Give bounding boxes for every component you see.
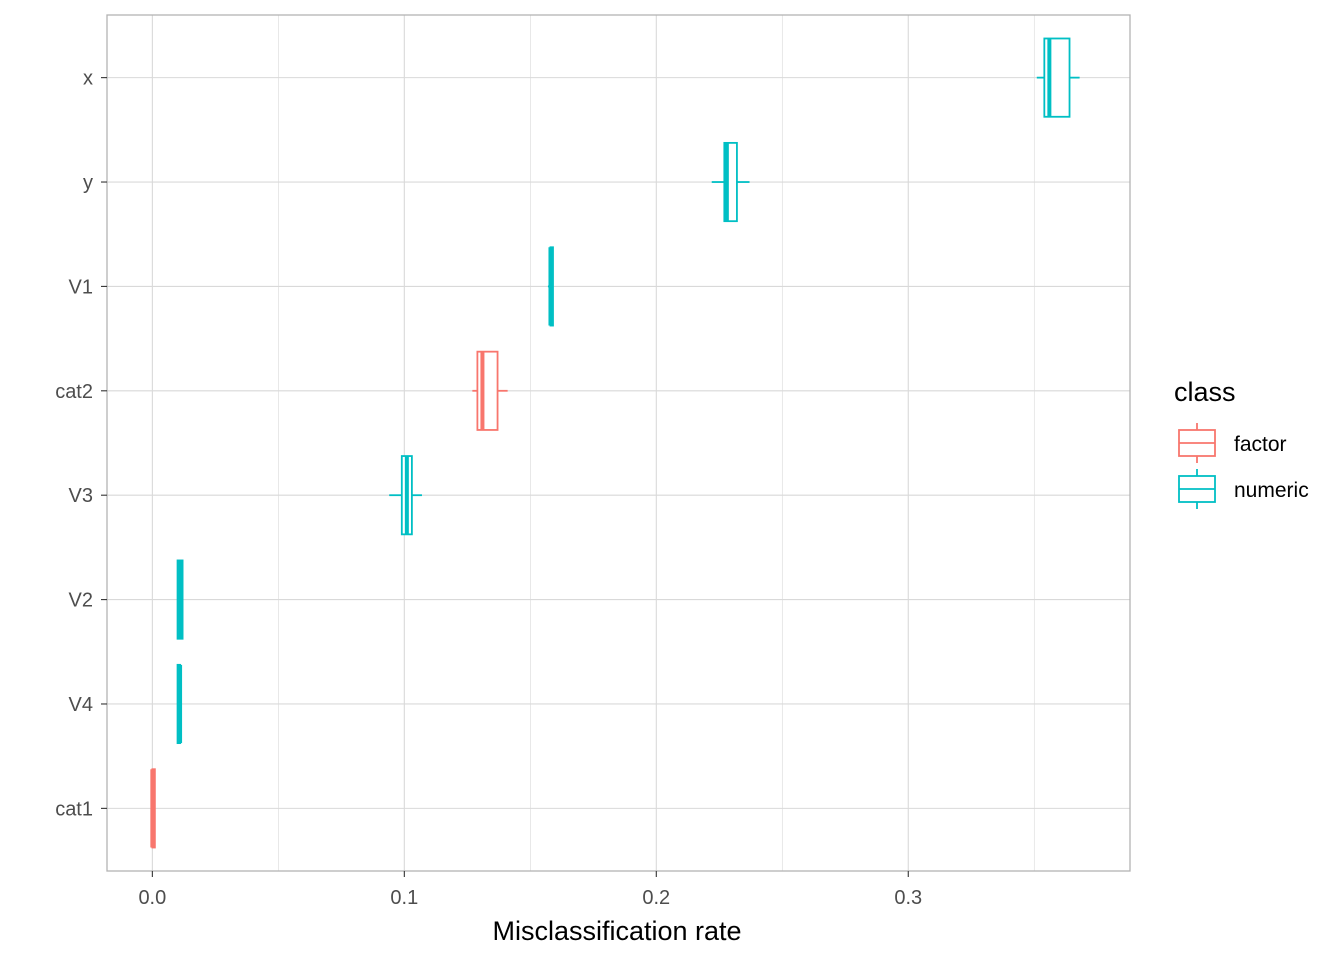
panel-border <box>106 14 1131 872</box>
boxplot-cat2 <box>472 350 508 431</box>
x-tick-label: 0.2 <box>642 887 670 909</box>
y-tick-label: y <box>83 172 93 194</box>
legend-title: class <box>1174 377 1236 407</box>
grid-layer <box>107 15 1130 871</box>
x-tick-label: 0.1 <box>390 887 418 909</box>
legend-item-factor: factor <box>1178 423 1287 463</box>
legend: class factor numeric <box>1174 377 1309 509</box>
boxplot-y <box>711 141 750 223</box>
y-tick-label: V3 <box>69 485 93 507</box>
y-tick-label: V4 <box>69 694 93 716</box>
boxplot-x <box>1036 37 1080 118</box>
x-axis-title: Misclassification rate <box>492 916 741 946</box>
y-tick-label: V2 <box>69 590 93 612</box>
legend-item-numeric: numeric <box>1178 469 1309 509</box>
boxplot-V1 <box>547 246 554 327</box>
legend-label: numeric <box>1234 479 1309 502</box>
y-tick-label: x <box>83 68 93 90</box>
x-tick-label: 0.3 <box>894 887 922 909</box>
boxplot-V2 <box>176 559 184 640</box>
boxplot-V3 <box>389 455 422 536</box>
boxplot-cat1 <box>150 768 156 849</box>
axis-layer: 0.0 0.1 0.2 0.3 cat1 V4 V2 V3 cat2 V1 y x <box>55 68 922 909</box>
legend-label: factor <box>1234 433 1287 456</box>
x-tick-label: 0.0 <box>138 887 166 909</box>
boxplot-V4 <box>176 663 183 745</box>
y-tick-label: cat1 <box>55 798 93 820</box>
y-tick-label: cat2 <box>55 381 93 403</box>
box-layer <box>150 37 1080 849</box>
box-iqr <box>476 350 499 431</box>
y-tick-label: V1 <box>69 276 93 298</box>
